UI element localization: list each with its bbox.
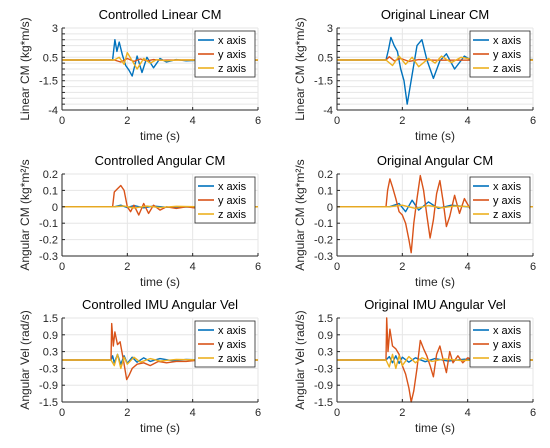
x-tick-label: 2 — [399, 261, 405, 273]
x-tick-label: 0 — [59, 407, 65, 419]
chart-title: Controlled Linear CM — [99, 7, 222, 22]
chart-title: Controlled Angular CM — [95, 153, 226, 168]
y-tick-label: -1.5 — [39, 76, 58, 88]
y-axis-label: Angular Vel (rad/s) — [18, 310, 32, 409]
legend-entry: y axis — [493, 195, 522, 207]
y-tick-label: 0.2 — [318, 169, 333, 181]
y-tick-label: 0 — [327, 202, 333, 214]
x-tick-label: 4 — [190, 261, 196, 273]
y-axis-label: Angular CM (kg*m²/s — [18, 159, 32, 270]
y-tick-label: -0.9 — [39, 380, 58, 392]
y-axis-label: Angular Vel (rad/s) — [293, 310, 307, 409]
chart-title: Original Linear CM — [381, 7, 489, 22]
y-tick-label: -0.3 — [314, 251, 333, 263]
chart-panel: 0 2 4 6 0.2 0.1 0 -0.1 -0.2 -0.3 Original Angular … — [293, 153, 536, 289]
x-tick-label: 2 — [124, 407, 130, 419]
y-tick-label: 0.1 — [43, 185, 58, 197]
y-axis-label: Linear CM (kg*m/s) — [18, 17, 32, 120]
legend-entry: z axis — [218, 353, 247, 365]
y-tick-label: 0.9 — [43, 330, 58, 342]
legend-entry: y axis — [493, 339, 522, 351]
y-tick-label: 0.2 — [43, 169, 58, 181]
y-tick-label: -1.5 — [39, 397, 58, 409]
x-tick-label: 0 — [59, 261, 65, 273]
x-tick-label: 2 — [124, 261, 130, 273]
x-axis-label: time (s) — [415, 421, 455, 435]
legend-entry: z axis — [218, 63, 247, 75]
chart-panel: 0 2 4 6 3 0.5 -1.5 -4 Controlled Linear CM time (… — [18, 7, 261, 143]
y-tick-label: -0.1 — [314, 218, 333, 230]
y-tick-label: -0.9 — [314, 380, 333, 392]
x-axis-label: time (s) — [140, 275, 180, 289]
y-axis-label: Angular CM (kg*m²/s — [293, 159, 307, 270]
x-axis-label: time (s) — [140, 129, 180, 143]
legend-entry: z axis — [493, 353, 522, 365]
y-tick-label: 1.5 — [43, 313, 58, 325]
x-tick-label: 4 — [190, 407, 196, 419]
y-tick-label: 0.5 — [318, 52, 333, 64]
x-tick-label: 6 — [255, 407, 261, 419]
legend-entry: x axis — [218, 325, 247, 337]
chart-title: Original Angular CM — [377, 153, 493, 168]
legend-entry: x axis — [218, 181, 247, 193]
x-tick-label: 6 — [530, 115, 536, 127]
y-tick-label: -1.5 — [314, 397, 333, 409]
x-tick-label: 2 — [399, 115, 405, 127]
x-tick-label: 6 — [530, 261, 536, 273]
y-tick-label: 3 — [327, 23, 333, 35]
y-tick-label: -0.2 — [314, 235, 333, 247]
y-tick-label: -0.3 — [39, 363, 58, 375]
y-tick-label: 0.9 — [318, 330, 333, 342]
x-axis-label: time (s) — [415, 275, 455, 289]
chart-panel: 0 2 4 6 1.5 0.9 0.3 -0.3 -0.9 -1.5 Controlled IMU … — [18, 297, 261, 435]
y-tick-label: 0.5 — [43, 52, 58, 64]
x-axis-label: time (s) — [415, 129, 455, 143]
x-tick-label: 4 — [465, 261, 471, 273]
y-tick-label: 0.3 — [43, 347, 58, 359]
y-tick-label: -4 — [48, 105, 58, 117]
legend-entry: x axis — [218, 35, 247, 47]
legend-entry: x axis — [493, 325, 522, 337]
y-tick-label: -0.3 — [39, 251, 58, 263]
chart-panel: 0 2 4 6 1.5 0.9 0.3 -0.3 -0.9 -1.5 Original IMU An… — [293, 297, 536, 435]
legend-entry: x axis — [493, 35, 522, 47]
chart-title: Controlled IMU Angular Vel — [82, 297, 238, 312]
y-tick-label: 0.1 — [318, 185, 333, 197]
y-tick-label: -0.2 — [39, 235, 58, 247]
y-tick-label: -0.1 — [39, 218, 58, 230]
y-tick-label: 0.3 — [318, 347, 333, 359]
y-tick-label: -1.5 — [314, 76, 333, 88]
y-tick-label: -4 — [323, 105, 333, 117]
chart-panel: 0 2 4 6 3 0.5 -1.5 -4 Original Linear CM time (s)… — [293, 7, 536, 143]
y-axis-label: Linear CM (kg*m/s) — [293, 17, 307, 120]
x-tick-label: 4 — [190, 115, 196, 127]
x-tick-label: 0 — [334, 407, 340, 419]
chart-title: Original IMU Angular Vel — [364, 297, 506, 312]
legend-entry: z axis — [493, 63, 522, 75]
chart-panel: 0 2 4 6 0.2 0.1 0 -0.1 -0.2 -0.3 Controlled Angula… — [18, 153, 261, 289]
x-tick-label: 4 — [465, 115, 471, 127]
legend-entry: y axis — [493, 49, 522, 61]
x-tick-label: 0 — [59, 115, 65, 127]
y-tick-label: -0.3 — [314, 363, 333, 375]
legend-entry: z axis — [218, 209, 247, 221]
x-axis-label: time (s) — [140, 421, 180, 435]
x-tick-label: 0 — [334, 115, 340, 127]
x-tick-label: 6 — [255, 115, 261, 127]
y-tick-label: 1.5 — [318, 313, 333, 325]
legend-entry: y axis — [218, 49, 247, 61]
x-tick-label: 2 — [124, 115, 130, 127]
legend-entry: y axis — [218, 339, 247, 351]
x-tick-label: 4 — [465, 407, 471, 419]
legend-entry: z axis — [493, 209, 522, 221]
y-tick-label: 3 — [52, 23, 58, 35]
legend-entry: x axis — [493, 181, 522, 193]
x-tick-label: 6 — [530, 407, 536, 419]
legend-entry: y axis — [218, 195, 247, 207]
x-tick-label: 0 — [334, 261, 340, 273]
x-tick-label: 2 — [399, 407, 405, 419]
x-tick-label: 6 — [255, 261, 261, 273]
y-tick-label: 0 — [52, 202, 58, 214]
